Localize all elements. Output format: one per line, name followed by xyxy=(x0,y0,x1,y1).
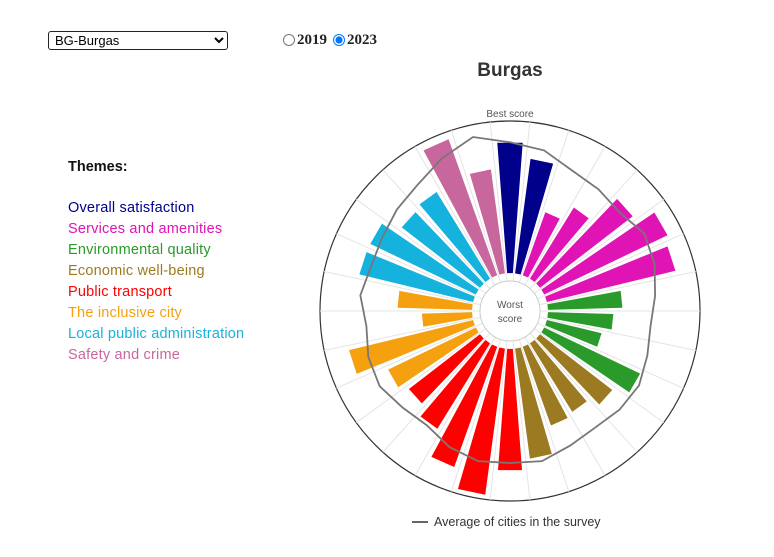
grid-spoke xyxy=(533,198,665,294)
score-bar xyxy=(545,246,676,303)
score-bar xyxy=(469,169,505,275)
grid-spoke xyxy=(324,271,481,306)
chart-title: Burgas xyxy=(477,60,543,81)
score-bar xyxy=(522,344,568,426)
score-bar xyxy=(419,191,491,283)
score-bar xyxy=(536,198,633,288)
theme-item: Overall satisfaction xyxy=(68,200,195,216)
score-bar xyxy=(420,339,491,429)
score-bar xyxy=(401,212,484,288)
theme-item: Local public administration xyxy=(68,326,245,342)
score-bar xyxy=(497,142,523,274)
score-bar xyxy=(423,139,498,278)
grid-spoke xyxy=(414,336,496,476)
grid-spoke xyxy=(518,339,570,492)
grid-spoke xyxy=(489,340,508,501)
grid-spoke xyxy=(524,336,606,476)
score-bar xyxy=(349,319,475,374)
grid-spoke xyxy=(414,146,496,286)
year-radio-group: 2019 2023 xyxy=(283,30,377,50)
theme-item: Safety and crime xyxy=(68,347,180,363)
average-legend: Average of cities in the survey xyxy=(412,515,601,529)
score-bar xyxy=(541,327,641,393)
year-option-2019[interactable]: 2019 xyxy=(283,32,327,49)
average-legend-label: Average of cities in the survey xyxy=(434,515,601,529)
grid-spoke xyxy=(512,121,531,282)
theme-item: Environmental quality xyxy=(68,242,211,258)
grid-spoke xyxy=(537,322,684,389)
grid-spoke xyxy=(537,233,684,300)
themes-title: Themes: xyxy=(68,159,128,175)
city-select[interactable]: BG-Burgas xyxy=(48,31,228,50)
grid-spoke xyxy=(355,198,487,294)
average-line xyxy=(359,136,657,464)
grid-spoke xyxy=(533,328,665,424)
score-bar xyxy=(541,212,668,295)
center-label-worst: Worst xyxy=(497,300,523,311)
grid-spoke xyxy=(529,332,638,453)
grid-spoke xyxy=(355,328,487,424)
grid-spoke xyxy=(336,322,483,389)
theme-item: Economic well-being xyxy=(68,263,205,279)
year-radio-2019[interactable] xyxy=(283,34,295,46)
grid-spoke xyxy=(382,332,491,453)
grid-spoke xyxy=(336,233,483,300)
grid-spoke xyxy=(539,316,696,351)
grid-spoke xyxy=(450,339,502,492)
score-bar xyxy=(547,290,623,310)
score-bar xyxy=(522,212,560,278)
grid-spoke xyxy=(539,271,696,306)
year-radio-2023[interactable] xyxy=(333,34,345,46)
grid-spoke xyxy=(524,146,606,286)
score-bar xyxy=(515,158,554,275)
score-bar xyxy=(545,319,602,347)
score-bar xyxy=(421,312,473,327)
grid-spoke xyxy=(529,169,638,290)
center-circle xyxy=(479,280,541,342)
grid-spoke xyxy=(450,130,502,283)
score-bar xyxy=(397,290,473,310)
center-label-score: score xyxy=(498,314,523,325)
score-bar xyxy=(431,344,498,468)
theme-item: The inclusive city xyxy=(68,305,182,321)
score-bar xyxy=(536,334,613,405)
score-bar xyxy=(547,312,614,330)
grid-spoke xyxy=(382,169,491,290)
score-bar xyxy=(529,339,587,412)
themes-legend: Themes: Overall satisfaction Services and… xyxy=(68,157,244,366)
score-bar xyxy=(515,347,552,459)
score-bar xyxy=(359,252,475,303)
outer-label-best-score: Best score xyxy=(486,109,534,120)
year-option-2023[interactable]: 2023 xyxy=(333,32,377,49)
theme-item: Public transport xyxy=(68,284,172,300)
theme-item: Services and amenities xyxy=(68,221,223,237)
score-bar xyxy=(408,334,484,404)
year-label-2023: 2023 xyxy=(347,31,377,48)
score-bar xyxy=(529,207,589,283)
grid-spoke xyxy=(512,340,531,501)
grid-spoke xyxy=(489,121,508,282)
score-bar xyxy=(388,327,479,388)
theme-list: Overall satisfaction Services and ameniti… xyxy=(68,198,244,366)
year-label-2019: 2019 xyxy=(297,31,327,48)
score-bar xyxy=(497,348,523,471)
average-legend-line xyxy=(412,521,428,523)
score-bar xyxy=(370,223,479,295)
grid-spoke xyxy=(324,316,481,351)
grid-spoke xyxy=(518,130,570,283)
